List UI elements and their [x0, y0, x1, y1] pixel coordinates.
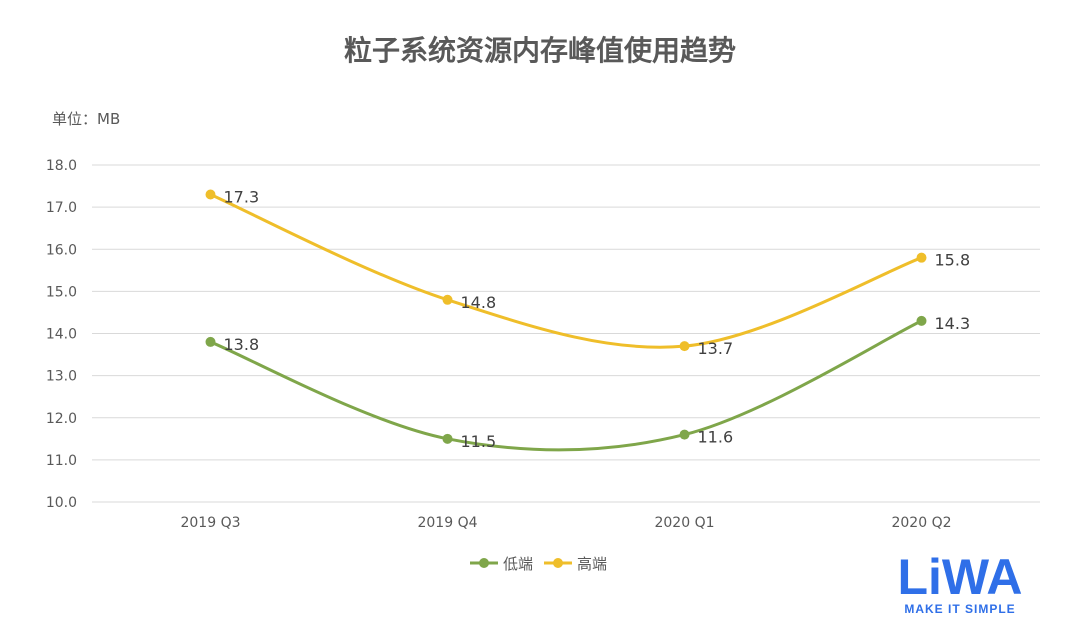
y-tick-label: 13.0: [46, 369, 77, 385]
data-point: [205, 336, 216, 347]
x-tick-label: 2020 Q1: [654, 515, 714, 531]
data-label: 13.8: [224, 335, 260, 354]
logo-wordmark: LiWA: [898, 549, 1023, 605]
y-tick-label: 17.0: [46, 200, 77, 216]
liwa-logo: LiWA MAKE IT SIMPLE: [898, 549, 1023, 616]
y-tick-label: 14.0: [46, 327, 77, 343]
y-tick-label: 15.0: [46, 284, 77, 300]
x-tick-label: 2020 Q2: [891, 515, 951, 531]
data-point: [442, 433, 453, 444]
legend-marker: [553, 558, 563, 568]
y-tick-label: 10.0: [46, 495, 77, 511]
x-tick-label: 2019 Q3: [180, 515, 240, 531]
x-axis-ticks: 2019 Q3 2019 Q4 2020 Q1 2020 Q2: [180, 515, 951, 531]
series-line: [209, 319, 923, 452]
data-point: [916, 315, 927, 326]
logo-tagline: MAKE IT SIMPLE: [904, 602, 1015, 616]
series-high-end: 17.3 14.8 13.7 15.8: [205, 187, 971, 358]
y-tick-label: 12.0: [46, 411, 77, 427]
legend-item-low-end: 低端: [470, 555, 533, 573]
legend-label: 高端: [577, 555, 607, 573]
data-label: 14.3: [935, 314, 971, 333]
y-tick-label: 11.0: [46, 453, 77, 469]
data-point: [442, 294, 453, 305]
legend-item-high-end: 高端: [544, 555, 607, 573]
y-tick-label: 16.0: [46, 242, 77, 258]
chart-title: 粒子系统资源内存峰值使用趋势: [344, 34, 736, 67]
data-point: [205, 189, 216, 200]
grid-lines: [92, 164, 1040, 503]
y-axis-ticks: 10.0 11.0 12.0 13.0 14.0 15.0 16.0 17.0 18.0: [46, 158, 77, 511]
series-low-end: 13.8 11.5 11.6 14.3: [205, 314, 971, 452]
legend: 低端 高端: [470, 555, 607, 573]
data-label: 13.7: [698, 339, 734, 358]
data-label: 15.8: [935, 251, 971, 270]
data-point: [916, 252, 927, 263]
series-group: 13.8 11.5 11.6 14.3 17.3 14.8 13.7 15.8: [205, 187, 971, 452]
x-tick-label: 2019 Q4: [417, 515, 477, 531]
unit-label: 单位：MB: [52, 110, 120, 128]
legend-marker: [479, 558, 489, 568]
data-label: 11.6: [698, 428, 734, 447]
legend-label: 低端: [503, 555, 533, 573]
y-tick-label: 18.0: [46, 158, 77, 174]
data-label: 11.5: [461, 432, 497, 451]
series-line: [209, 192, 923, 349]
data-label: 14.8: [461, 293, 497, 312]
data-point: [679, 429, 690, 440]
data-label: 17.3: [224, 187, 260, 206]
data-point: [679, 341, 690, 352]
